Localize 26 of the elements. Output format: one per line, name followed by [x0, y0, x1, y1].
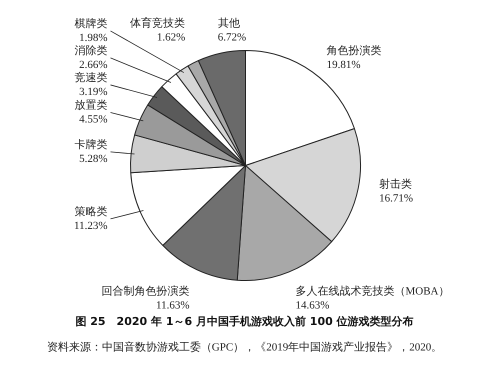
- slice-label: 消除类: [74, 44, 108, 58]
- slice-label: 策略类: [74, 204, 108, 218]
- slice-label: 体育竞技类: [130, 16, 186, 30]
- slice-label: 射击类: [379, 178, 412, 191]
- data-label: 19.81%: [326, 58, 361, 71]
- slice-label: 放置类: [74, 98, 108, 112]
- data-label: 2.66%: [79, 58, 108, 71]
- data-label: 14.63%: [295, 299, 330, 312]
- text: 资料来源：中国音数协游戏工委（GPC），《2019年中国游戏产业报告》，2020。: [46, 340, 442, 354]
- slice-label: 卡牌类: [74, 138, 108, 151]
- slice-label: 其他: [218, 16, 240, 30]
- data-label: 5.28%: [79, 152, 108, 165]
- slice-label: 棋牌类: [74, 17, 108, 30]
- data-label: 1.98%: [79, 32, 108, 44]
- slice-label: 角色扮演类: [326, 44, 382, 58]
- data-label: 4.55%: [79, 113, 108, 126]
- data-label: 11.23%: [74, 220, 108, 232]
- data-label: 16.71%: [379, 192, 414, 205]
- text: 图 25 2020 年 1～6 月中国手机游戏收入前 100 位游戏类型分布: [75, 315, 414, 328]
- slice-label: 竞速类: [74, 71, 108, 84]
- data-label: 3.19%: [79, 86, 108, 98]
- data-label: 6.72%: [218, 31, 246, 44]
- data-label: 11.63%: [156, 299, 190, 312]
- slice-label: 多人在线战术竞技类（MOBA）: [295, 284, 450, 298]
- slice-label: 回合制角色扮演类: [101, 284, 190, 298]
- data-label: 1.62%: [156, 31, 186, 44]
